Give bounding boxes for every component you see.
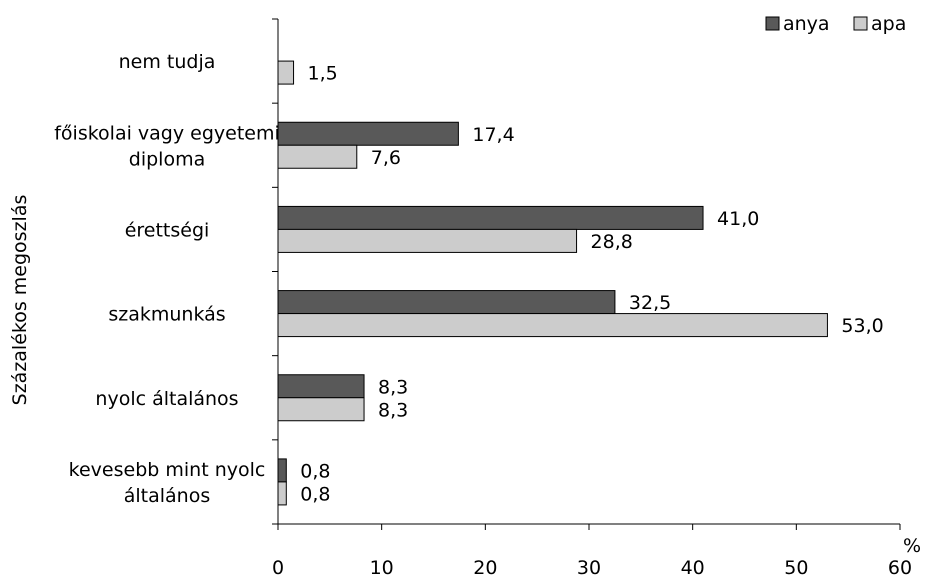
x-tick-label: 60 xyxy=(888,557,912,578)
bar-anya xyxy=(277,121,459,146)
x-tick-label: 40 xyxy=(681,557,705,578)
data-label-apa: 1,5 xyxy=(308,63,338,85)
category-label: nem tudja xyxy=(119,51,216,73)
bar-anya xyxy=(277,374,365,399)
category-label: főiskolai vagy egyetemi diploma xyxy=(54,122,280,170)
bar-anya xyxy=(277,205,704,230)
legend-swatch-apa xyxy=(853,16,868,31)
x-tick-label: 0 xyxy=(272,557,284,578)
data-label-apa: 8,3 xyxy=(378,399,408,421)
category-label: szakmunkás xyxy=(108,304,225,326)
data-label-anya: 0,8 xyxy=(300,460,330,482)
data-label-anya: 8,3 xyxy=(378,376,408,398)
bar-apa xyxy=(277,397,365,422)
legend: anya apa xyxy=(765,13,906,35)
bar-apa xyxy=(277,144,358,169)
x-tick-label: 50 xyxy=(784,557,808,578)
data-label-apa: 7,6 xyxy=(371,147,401,169)
y-axis-title: Százalékos megoszlás xyxy=(9,195,31,406)
data-label-anya: 32,5 xyxy=(629,292,671,314)
x-tick-label: 30 xyxy=(577,557,601,578)
category-label: nyolc általános xyxy=(95,388,238,410)
bar-apa xyxy=(277,313,828,338)
bars-group: 1,5 17,4 7,6 41,0 28,8 32,5 53,0 8,38,3 0,80,8 xyxy=(277,60,884,506)
data-label-anya: 17,4 xyxy=(472,124,514,146)
legend-swatch-anya xyxy=(765,16,780,31)
bar-apa xyxy=(277,228,578,253)
data-label-apa: 0,8 xyxy=(300,483,330,505)
bar-apa xyxy=(277,481,287,506)
x-tick-label: 20 xyxy=(473,557,497,578)
bar-anya xyxy=(277,290,616,315)
category-label: kevesebb mint nyolc általános xyxy=(69,459,266,507)
data-label-apa: 53,0 xyxy=(841,315,883,337)
legend-label-apa: apa xyxy=(871,13,906,35)
data-label-anya: 41,0 xyxy=(717,208,759,230)
axes-group: 0 10 20 30 40 50 60 nem tudja főiskolai vagy egy… xyxy=(54,18,912,578)
category-label: érettségi xyxy=(125,219,210,241)
bar-anya xyxy=(277,458,287,483)
data-label-apa: 28,8 xyxy=(591,231,633,253)
legend-label-anya: anya xyxy=(783,13,830,35)
x-tick-label: 10 xyxy=(370,557,394,578)
x-axis-unit: % xyxy=(903,535,921,557)
bar-apa xyxy=(277,60,295,85)
